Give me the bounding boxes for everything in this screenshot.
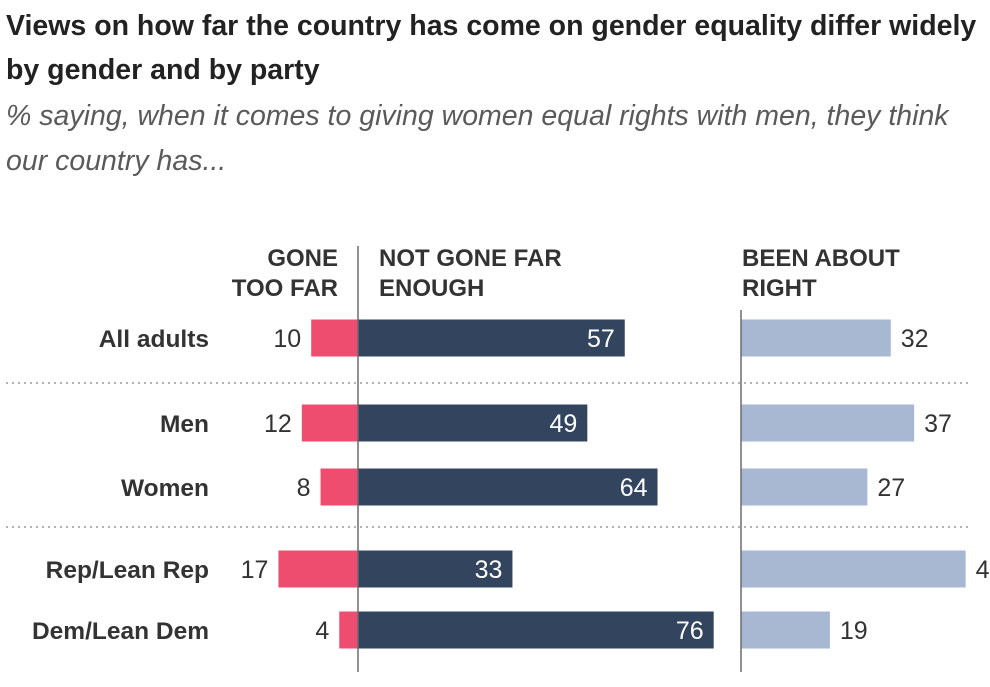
chart-title: Views on how far the country has come on… <box>6 10 977 86</box>
bar-not-gone-far-enough-rep-lean-rep <box>358 550 513 588</box>
bar-been-about-right-women <box>741 468 868 506</box>
value-been-about-right-women: 27 <box>877 474 905 502</box>
value-not-gone-far-enough-dem-lean-dem: 76 <box>676 617 704 645</box>
value-gone-too-far-rep-lean-rep: 17 <box>241 556 269 584</box>
category-label-men: Men <box>160 411 209 438</box>
category-label-rep-lean-rep: Rep/Lean Rep <box>46 557 209 584</box>
chart-subtitle: % saying, when it comes to giving women … <box>6 100 949 177</box>
header-gone-too-far-line-2: TOO FAR <box>232 275 338 302</box>
category-label-women: Women <box>121 475 209 502</box>
bar-been-about-right-dem-lean-dem <box>741 611 830 649</box>
bar-gone-too-far-rep-lean-rep <box>278 550 358 588</box>
header-been-about-right-line-1: BEEN ABOUT <box>742 245 900 272</box>
value-been-about-right-rep-lean-rep: 48 <box>976 556 990 584</box>
bar-gone-too-far-dem-lean-dem <box>339 611 358 649</box>
category-label-all-adults: All adults <box>99 326 209 353</box>
category-label-dem-lean-dem: Dem/Lean Dem <box>32 618 209 645</box>
value-not-gone-far-enough-men: 49 <box>550 410 578 438</box>
bar-gone-too-far-women <box>320 468 358 506</box>
bar-been-about-right-all-adults <box>741 319 891 357</box>
value-been-about-right-men: 37 <box>924 410 952 438</box>
value-gone-too-far-dem-lean-dem: 4 <box>315 617 329 645</box>
bar-not-gone-far-enough-women <box>358 468 658 506</box>
value-not-gone-far-enough-rep-lean-rep: 33 <box>475 556 503 584</box>
bar-not-gone-far-enough-dem-lean-dem <box>358 611 714 649</box>
bar-not-gone-far-enough-all-adults <box>358 319 625 357</box>
value-been-about-right-dem-lean-dem: 19 <box>840 617 868 645</box>
value-gone-too-far-men: 12 <box>264 410 292 438</box>
value-not-gone-far-enough-women: 64 <box>620 474 648 502</box>
value-gone-too-far-all-adults: 10 <box>273 325 301 353</box>
bar-been-about-right-men <box>741 404 915 442</box>
header-not-gone-far-enough-line-1: NOT GONE FAR <box>379 245 562 272</box>
bar-been-about-right-rep-lean-rep <box>741 550 966 588</box>
bar-not-gone-far-enough-men <box>358 404 588 442</box>
header-been-about-right-line-2: RIGHT <box>742 275 817 302</box>
header-not-gone-far-enough-line-2: ENOUGH <box>379 275 484 302</box>
value-not-gone-far-enough-all-adults: 57 <box>587 325 615 353</box>
bar-gone-too-far-men <box>301 404 358 442</box>
value-gone-too-far-women: 8 <box>297 474 311 502</box>
value-been-about-right-all-adults: 32 <box>901 325 929 353</box>
header-gone-too-far-line-1: GONE <box>267 245 338 272</box>
bar-gone-too-far-all-adults <box>311 319 358 357</box>
